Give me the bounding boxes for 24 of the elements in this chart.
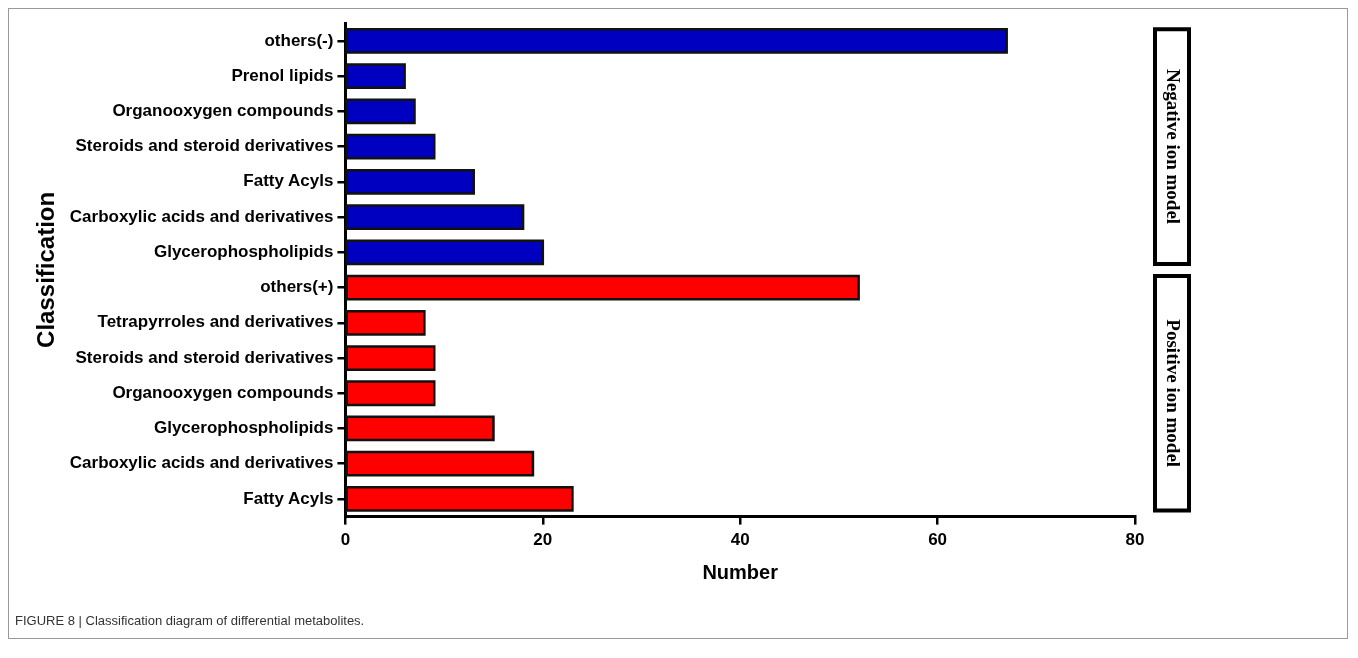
text: Negative ion model xyxy=(1163,68,1185,225)
y-tick-label: Fatty Acyls xyxy=(243,488,334,508)
x-tick-label: 0 xyxy=(340,530,351,550)
y-tick-label: Tetrapyrroles and derivatives xyxy=(97,312,334,332)
x-tick-label: 80 xyxy=(1125,530,1145,550)
y-tick-label: Carboxylic acids and derivatives xyxy=(69,453,334,473)
y-tick-label: Glycerophospholipids xyxy=(153,418,334,438)
caption: FIGURE 8 | Classification diagram of differential metabolites. xyxy=(14,612,366,630)
y-tick-label: Fatty Acyls xyxy=(243,171,334,191)
x-tick-label: 60 xyxy=(928,530,948,550)
y-tick-label: others(-) xyxy=(264,30,334,50)
y-axis-title: Classification xyxy=(32,191,60,348)
x-tick-label: 40 xyxy=(730,530,750,550)
y-tick-label: Organooxygen compounds xyxy=(112,382,334,402)
y-tick-label: Glycerophospholipids xyxy=(153,241,334,261)
x-axis-title: Number xyxy=(702,560,779,583)
text: Positive ion model xyxy=(1163,319,1185,468)
x-tick-label: 20 xyxy=(533,530,553,550)
y-tick-label: Organooxygen compounds xyxy=(112,100,334,120)
y-tick-label: Steroids and steroid derivatives xyxy=(75,347,334,367)
y-tick-label: Steroids and steroid derivatives xyxy=(75,136,334,156)
y-tick-label: Prenol lipids xyxy=(231,65,334,85)
y-tick-label: others(+) xyxy=(260,277,334,297)
y-tick-label: Carboxylic acids and derivatives xyxy=(69,206,334,226)
